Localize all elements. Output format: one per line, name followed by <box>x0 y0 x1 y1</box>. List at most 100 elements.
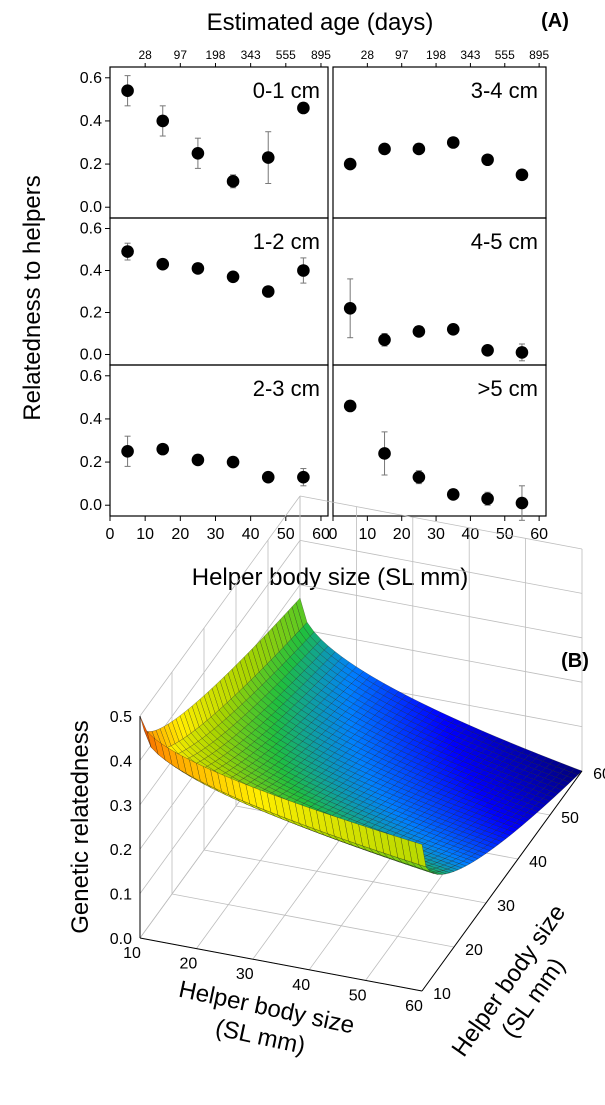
top-tick-label: 28 <box>361 48 375 62</box>
x-tick-label: 40 <box>462 526 480 543</box>
x-tick-label: 30 <box>427 526 445 543</box>
data-point <box>191 453 205 467</box>
z-axis-title: Genetic relatedness <box>67 720 94 933</box>
data-point <box>343 157 357 171</box>
grid-line <box>139 495 301 717</box>
subplot-label: 4-5 cm <box>471 229 538 254</box>
panel-a-scatter-grid: 0.0 0.2 0.4 0.6 28 97 198 343 555 895 0-1 cm 28 97 19… <box>19 9 549 591</box>
x-tick-label: 0 <box>106 526 115 543</box>
data-point <box>412 142 426 156</box>
x-tick-label: 40 <box>242 526 260 543</box>
subplot-3: 0.0 0.2 0.4 0.6 1-2 cm <box>80 217 329 366</box>
data-point <box>412 325 426 338</box>
data-point <box>226 270 240 284</box>
subplot-label: 1-2 cm <box>253 229 320 254</box>
top-axis-title: Estimated age (days) <box>207 9 434 36</box>
top-tick-label: 555 <box>276 48 296 62</box>
subplot-label: >5 cm <box>477 376 538 401</box>
subplot-frame <box>332 364 547 517</box>
subplot-label: 2-3 cm <box>253 376 320 401</box>
grid-line <box>299 540 583 594</box>
x-tick-label: 30 <box>236 966 254 983</box>
x-tick-label: 50 <box>277 526 295 543</box>
x-tick-label: 20 <box>180 956 198 973</box>
figure-label-a: (A) <box>541 10 569 32</box>
top-tick-label: 555 <box>495 48 515 62</box>
top-tick-label: 198 <box>426 48 446 62</box>
data-point <box>261 151 275 164</box>
data-point <box>446 323 460 336</box>
x-tick-label: 10 <box>123 945 141 962</box>
top-tick-label: 343 <box>460 48 480 62</box>
top-tick-label: 97 <box>395 48 409 62</box>
data-point <box>343 399 357 413</box>
y-tick-label: 60 <box>593 766 605 783</box>
y-tick-label: 0.6 <box>80 368 102 385</box>
subplot-5: 0.0 0.2 0.4 0.6 0 10 20 30 40 50 60 2-3 cm <box>80 364 330 543</box>
top-tick-label: 28 <box>138 48 152 62</box>
data-point <box>156 442 170 456</box>
grid-line <box>139 540 301 761</box>
y-tick-label: 30 <box>497 898 515 915</box>
x-tick-label: 10 <box>358 526 376 543</box>
y-tick-label: 40 <box>529 854 547 871</box>
data-point <box>481 492 494 506</box>
x-tick-label: 60 <box>405 998 423 1015</box>
data-point <box>191 262 205 275</box>
data-point <box>191 146 205 160</box>
x-tick-label: 30 <box>207 526 225 543</box>
x-axis-line <box>139 937 423 992</box>
data-point <box>515 346 529 359</box>
z-tick-label: 0.5 <box>110 709 132 726</box>
grid-line <box>299 628 583 683</box>
data-point <box>343 302 357 315</box>
data-point <box>297 470 310 484</box>
y-tick-label: 0.0 <box>80 199 102 216</box>
data-point <box>156 114 170 128</box>
z-tick-label: 0.0 <box>110 931 132 948</box>
y-tick-label: 50 <box>561 810 579 827</box>
y-tick-label: 0.0 <box>80 497 102 514</box>
data-point <box>378 447 391 460</box>
data-point <box>446 488 460 501</box>
x-tick-label: 10 <box>136 526 154 543</box>
z-tick-label: 0.3 <box>110 798 132 815</box>
data-point <box>446 136 460 149</box>
y-tick-label: 0.2 <box>80 156 102 173</box>
data-point <box>121 444 134 458</box>
y-tick-label: 20 <box>465 942 483 959</box>
subplot-2: 28 97 198 343 555 895 3-4 cm <box>332 48 549 219</box>
x-tick-label: 60 <box>312 526 330 543</box>
x-tick-label: 40 <box>292 977 310 994</box>
z-tick-label: 0.1 <box>110 887 132 904</box>
top-tick-label: 895 <box>311 48 331 62</box>
y-axis-title: Relatedness to helpers <box>19 175 46 420</box>
z-tick-label: 0.2 <box>110 842 132 859</box>
data-point <box>515 496 529 510</box>
top-tick-label: 198 <box>205 48 225 62</box>
data-point <box>297 264 310 277</box>
y-tick-label: 0.6 <box>80 70 102 87</box>
y-tick-label: 0.2 <box>80 305 102 322</box>
data-point <box>121 84 134 98</box>
y-tick-label: 0.2 <box>80 454 102 471</box>
data-point <box>515 168 529 182</box>
data-point <box>297 101 310 115</box>
data-point <box>121 245 134 258</box>
x-axis-title: Helper body size (SL mm) <box>192 564 469 591</box>
subplot-label: 3-4 cm <box>471 78 538 103</box>
data-point <box>412 470 426 484</box>
grid-line <box>299 584 583 639</box>
data-point <box>261 470 275 484</box>
y-tick-label: 0.4 <box>80 263 102 280</box>
z-tick-label: 0.4 <box>110 753 132 770</box>
top-tick-label: 895 <box>529 48 549 62</box>
grid-line <box>171 893 455 948</box>
grid-line <box>203 849 487 904</box>
y-tick-label: 0.0 <box>80 347 102 364</box>
y-axis-line <box>421 770 583 992</box>
top-tick-label: 343 <box>241 48 261 62</box>
data-point <box>226 175 240 188</box>
